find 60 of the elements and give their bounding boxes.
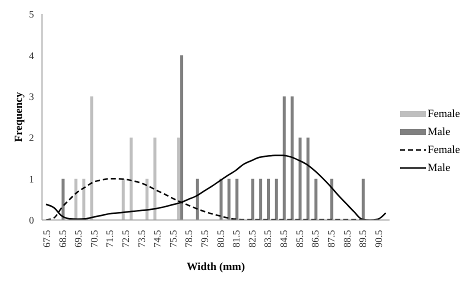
x-tick-label: 88.5 — [342, 230, 354, 248]
bar — [220, 178, 223, 220]
bar — [266, 178, 270, 220]
x-tick-label: 69.5 — [74, 230, 85, 248]
x-tick-label: 86.5 — [310, 230, 322, 248]
bar — [227, 178, 230, 220]
x-tick-label: 84.5 — [279, 230, 290, 248]
bar — [90, 96, 94, 220]
bar — [62, 178, 65, 220]
x-tick-label: 68.5 — [58, 230, 69, 248]
bar — [330, 178, 334, 220]
x-tick-label: 75.5 — [168, 230, 180, 248]
y-tick-label: 5 — [29, 10, 34, 21]
y-tick-label: 2 — [29, 133, 34, 144]
x-tick-label: 89.5 — [358, 230, 370, 248]
legend-label: Male — [428, 126, 450, 138]
bar — [82, 178, 86, 220]
legend-label: Female — [428, 108, 460, 120]
x-tick-label: 71.5 — [105, 230, 116, 248]
bar — [74, 178, 78, 220]
y-tick-label: 4 — [29, 50, 34, 62]
x-tick-label: 74.5 — [152, 230, 164, 248]
bar — [274, 178, 278, 220]
x-tick-label: 83.5 — [263, 230, 274, 248]
bar — [180, 55, 184, 220]
x-tick-label: 87.5 — [326, 230, 338, 248]
x-tick-label: 81.5 — [232, 230, 243, 248]
y-tick-label: 0 — [29, 216, 34, 227]
x-tick-label: 73.5 — [136, 230, 148, 248]
bar — [362, 178, 365, 220]
x-axis-title: Width (mm) — [186, 261, 246, 273]
bar — [306, 138, 310, 220]
bar — [282, 96, 286, 220]
x-tick-label: 80.5 — [216, 230, 227, 248]
x-tick-label: 85.5 — [294, 230, 306, 248]
x-tick-label: 82.5 — [247, 230, 258, 248]
bar — [177, 138, 180, 220]
bar — [259, 178, 262, 220]
line-series — [45, 154, 386, 220]
legend-label: Male — [428, 162, 450, 174]
y-tick-label: 1 — [29, 174, 34, 186]
bar — [251, 178, 254, 220]
bar — [145, 178, 148, 220]
bar — [235, 178, 238, 220]
x-tick-label: 90.5 — [374, 230, 385, 248]
legend-label: Female — [428, 144, 460, 156]
bar — [314, 178, 318, 220]
x-tick-label: 67.5 — [42, 230, 54, 248]
bar — [196, 178, 199, 220]
bar — [298, 138, 302, 220]
x-tick-label: 70.5 — [89, 230, 100, 248]
x-tick-label: 79.5 — [200, 230, 212, 248]
bar — [130, 138, 133, 220]
x-tick-label: 72.5 — [121, 230, 132, 248]
x-tick-label: 78.5 — [184, 230, 196, 248]
bar — [122, 178, 125, 220]
bar — [290, 96, 294, 220]
y-tick-label: 3 — [29, 92, 34, 103]
y-axis-title: Frequency — [12, 92, 25, 142]
bar — [153, 138, 156, 220]
